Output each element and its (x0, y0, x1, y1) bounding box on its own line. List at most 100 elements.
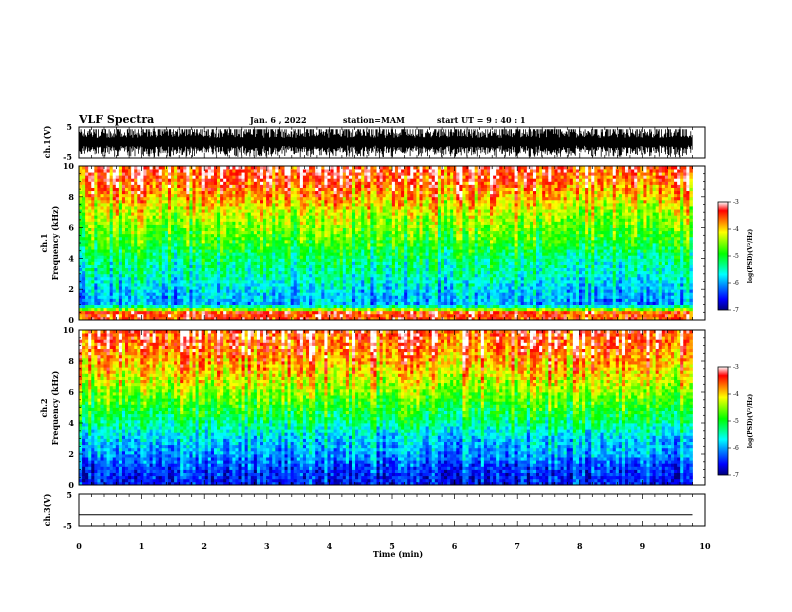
spectrogram-cell (171, 279, 175, 284)
spectrogram-cell (213, 233, 218, 238)
spectrogram-cell (238, 307, 242, 312)
spectrogram-cell (256, 307, 261, 312)
spectrogram-cell (171, 190, 175, 195)
spectrogram-cell (125, 267, 129, 272)
spectrogram-cell (229, 286, 233, 290)
spectrogram-cell (192, 187, 196, 192)
spectrogram-cell (161, 295, 166, 299)
spectrogram-cell (339, 292, 344, 296)
spectrogram-cell (85, 252, 89, 256)
spectrogram-cell (201, 230, 206, 235)
spectrogram-cell (226, 243, 230, 247)
spectrogram-cell (146, 202, 150, 207)
spectrogram-cell (253, 178, 258, 182)
spectrogram-cell (336, 206, 341, 210)
spectrogram-cell (128, 267, 132, 272)
spectrogram-cell (339, 264, 344, 269)
spectrogram-cell (241, 289, 246, 293)
spectrogram-cell (164, 289, 169, 293)
spectrogram-cell (82, 264, 86, 269)
spectrogram-cell (192, 181, 196, 185)
spectrogram-cell (309, 169, 313, 173)
spectrogram-cell (355, 292, 359, 296)
spectrogram-cell (250, 301, 255, 305)
spectrogram-cell (370, 286, 374, 290)
spectrogram-cell (345, 236, 350, 241)
spectrogram-cell (134, 243, 138, 247)
spectrogram-cell (112, 199, 117, 204)
spectrogram-cell (373, 181, 377, 185)
spectrogram-cell (290, 255, 295, 259)
spectrogram-cell (342, 233, 347, 238)
spectrogram-cell (250, 286, 255, 290)
spectrogram-cell (103, 215, 108, 219)
spectrogram-cell (158, 215, 163, 219)
spectrogram-cell (174, 249, 178, 253)
spectrogram-cell (367, 310, 371, 315)
spectrogram-cell (315, 267, 319, 272)
spectrogram-cell (134, 304, 138, 309)
spectrogram-cell (164, 224, 169, 228)
spectrogram-cell (281, 261, 285, 265)
spectrogram-cell (97, 227, 101, 232)
spectrogram-cell (155, 313, 160, 318)
spectrogram-cell (195, 166, 200, 170)
spectrogram-cell (229, 218, 233, 222)
spectrogram-cell (321, 236, 325, 241)
spectrogram-cell (82, 313, 86, 318)
spectrogram-cell (100, 249, 104, 253)
spectrogram-cell (140, 230, 144, 235)
spectrogram-cell (125, 221, 129, 225)
spectrogram-cell (223, 252, 227, 256)
spectrogram-cell (109, 199, 114, 204)
spectrogram-cell (281, 258, 285, 262)
spectrogram-cell (315, 202, 319, 207)
spectrogram-cell (318, 184, 322, 188)
spectrogram-cell (192, 283, 196, 287)
spectrogram-cell (272, 304, 276, 309)
spectrogram-cell (299, 249, 304, 253)
spectrogram-cell (370, 209, 374, 213)
spectrogram-cell (115, 209, 120, 213)
spectrogram-cell (361, 307, 365, 312)
spectrogram-cell (370, 239, 374, 244)
spectrogram-cell (275, 187, 279, 192)
spectrogram-cell (247, 261, 252, 265)
spectrogram-cell (164, 190, 169, 195)
spectrogram-cell (352, 215, 356, 219)
spectrogram-cell (223, 258, 227, 262)
spectrogram-cell (327, 273, 331, 278)
spectrogram-cell (305, 264, 310, 269)
spectrogram-cell (293, 206, 298, 210)
spectrogram-cell (382, 209, 387, 213)
spectrogram-cell (379, 181, 384, 185)
spectrogram-cell (299, 313, 304, 318)
spectrogram-cell (330, 292, 334, 296)
spectrogram-cell (94, 258, 98, 262)
spectrogram-cell (109, 212, 114, 216)
spectrogram-cell (161, 206, 166, 210)
spectrogram-cell (155, 239, 160, 244)
spectrogram-cell (177, 199, 181, 204)
spectrogram-cell (229, 239, 233, 244)
spectrogram-cell (210, 301, 215, 305)
spectrogram-cell (253, 252, 258, 256)
spectrogram-cell (241, 258, 246, 262)
spectrogram-cell (171, 181, 175, 185)
spectrogram-cell (373, 243, 377, 247)
spectrogram-cell (177, 307, 181, 312)
spectrogram-cell (348, 310, 353, 315)
spectrogram-cell (247, 202, 252, 207)
spectrogram-cell (339, 243, 344, 247)
spectrogram-cell (100, 316, 104, 321)
spectrogram-cell (312, 264, 316, 269)
spectrogram-cell (88, 199, 92, 204)
spectrogram-cell (312, 307, 316, 312)
spectrogram-cell (367, 301, 371, 305)
spectrogram-cell (312, 193, 316, 198)
spectrogram-cell (296, 199, 301, 204)
spectrogram-cell (259, 181, 264, 185)
spectrogram-cell (82, 261, 86, 265)
spectrogram-cell (367, 215, 371, 219)
spectrogram-cell (281, 243, 285, 247)
